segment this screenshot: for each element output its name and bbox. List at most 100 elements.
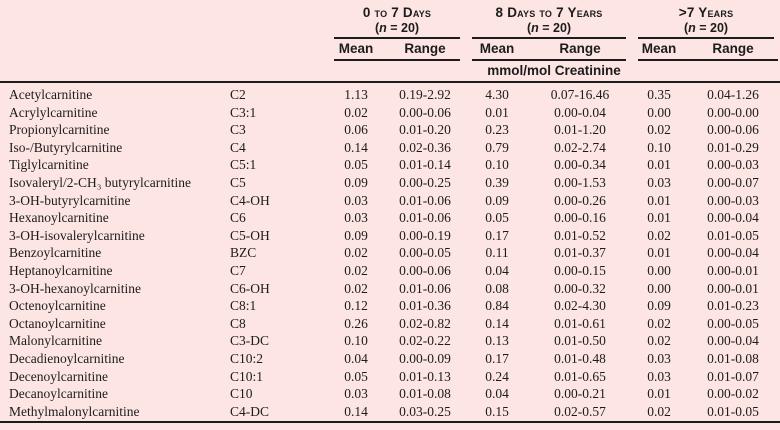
group3-range-cell: 0.00-0.07 [707, 174, 759, 190]
group2-range-cell: 0.00-0.32 [554, 280, 606, 296]
table-header: 0 to 7 Days (n = 20) 8 Days to 7 Years (… [0, 0, 780, 83]
group1-mean-cell: 0.02 [344, 245, 368, 261]
group1-underline [334, 37, 461, 39]
group2-mean-cell: 0.24 [485, 368, 509, 384]
group-n-count: (n = 20) [632, 21, 780, 36]
group1-mean-cell: 0.03 [344, 192, 368, 208]
group2-range-cell: 0.00-0.21 [554, 386, 606, 402]
group2-range-cell: 0.00-0.26 [554, 192, 606, 208]
group1-range-cell: 0.02-0.22 [399, 333, 451, 349]
group3-range-cell: 0.00-0.06 [707, 122, 759, 138]
group2-range-cell: 0.00-0.04 [554, 104, 606, 120]
group2-mean-cell: 4.30 [485, 87, 509, 102]
analyte-name-cell: Decanoylcarnitine [9, 386, 108, 402]
analyte-name-cell: Decadienoylcarnitine [9, 350, 125, 366]
group2-range-cell: 0.00-1.53 [554, 174, 606, 190]
group3-mean-cell: 0.02 [647, 333, 671, 349]
group1-mean-cell: 0.26 [344, 315, 368, 331]
group2-mean-cell: 0.04 [485, 262, 509, 278]
analyte-code-cell: C8:1 [230, 298, 257, 314]
analyte-name-cell: Heptanoylcarnitine [9, 262, 113, 278]
group3-range-cell: 0.01-0.07 [707, 368, 759, 384]
group3-range-cell: 0.00-0.04 [707, 245, 759, 261]
group1-range-cell: 0.01-0.08 [399, 386, 451, 402]
group3-underline [638, 37, 775, 39]
analyte-name-cell: Hexanoylcarnitine [9, 210, 109, 226]
analyte-code-cell: C10:1 [230, 368, 264, 384]
group1-range-cell: 0.01-0.20 [399, 122, 451, 138]
table-body: Acetylcarnitine C2 1.13 0.19-2.92 4.30 0… [0, 83, 780, 420]
group3-mean-cell: 0.00 [647, 262, 671, 278]
analyte-code-cell: BZC [230, 245, 257, 261]
group2-subheader-underline [472, 59, 627, 61]
group3-mean-cell: 0.02 [647, 227, 671, 243]
group1-range-cell: 0.01-0.06 [399, 210, 451, 226]
table-row: 3-OH-butyrylcarnitine C4-OH 0.03 0.01-0.… [0, 192, 780, 210]
analyte-name-cell: Tiglylcarnitine [9, 157, 89, 173]
group3-range-cell: 0.00-0.00 [707, 104, 759, 120]
group-title: 8 Days to 7 Years [495, 5, 603, 20]
group2-range-cell: 0.01-0.61 [554, 315, 606, 331]
group2-range-cell: 0.01-0.37 [554, 245, 606, 261]
group-n-count: (n = 20) [328, 21, 466, 36]
group3-range-cell: 0.00-0.03 [707, 157, 759, 173]
group3-mean-cell: 0.01 [647, 210, 671, 226]
n-open: ( [683, 21, 689, 35]
n-rest: = 20) [695, 21, 729, 35]
table-row: Octenoylcarnitine C8:1 0.12 0.01-0.36 0.… [0, 297, 780, 315]
table-row: Decenoylcarnitine C10:1 0.05 0.01-0.13 0… [0, 368, 780, 386]
analyte-code-cell: C6-OH [230, 280, 270, 296]
group1-range-cell: 0.03-0.25 [399, 403, 451, 419]
group1-range-cell: 0.01-0.36 [399, 298, 451, 314]
units-row: mmol/mol Creatinine [0, 61, 780, 80]
group1-range-cell: 0.02-0.36 [399, 139, 451, 155]
analyte-code-cell: C4-OH [230, 192, 270, 208]
group1-range-cell: 0.00-0.19 [399, 227, 451, 243]
n-variable: n [531, 21, 539, 35]
table-row: Decadienoylcarnitine C10:2 0.04 0.00-0.0… [0, 350, 780, 368]
table-row: 3-OH-hexanoylcarnitine C6-OH 0.02 0.01-0… [0, 280, 780, 298]
col-header-range: Range [712, 41, 754, 56]
group1-range-cell: 0.01-0.06 [399, 192, 451, 208]
table-row: 3-OH-isovalerylcarnitine C5-OH 0.09 0.00… [0, 227, 780, 245]
table-row: Benzoylcarnitine BZC 0.02 0.00-0.05 0.11… [0, 244, 780, 262]
analyte-code-cell: C10:2 [230, 350, 264, 366]
analyte-code-cell: C6 [230, 210, 246, 226]
group2-mean-cell: 0.17 [485, 350, 509, 366]
analyte-name-cell: Octanoylcarnitine [9, 315, 106, 331]
group2-mean-cell: 0.17 [485, 227, 509, 243]
group1-subheader-underline [334, 59, 461, 61]
group2-range-cell: 0.01-1.20 [554, 122, 606, 138]
group1-range-cell: 0.00-0.05 [399, 245, 451, 261]
group1-mean-cell: 0.06 [344, 122, 368, 138]
group1-range-cell: 0.02-0.82 [399, 315, 451, 331]
group1-range-cell: 0.01-0.06 [399, 280, 451, 296]
group1-range-cell: 0.00-0.25 [399, 174, 451, 190]
table-row: Acetylcarnitine C2 1.13 0.19-2.92 4.30 0… [0, 83, 780, 104]
group1-mean-cell: 0.02 [344, 262, 368, 278]
group-header-8-days-to-7-years: 8 Days to 7 Years (n = 20) [466, 0, 632, 36]
n-variable: n [379, 21, 387, 35]
group3-range-cell: 0.00-0.05 [707, 315, 759, 331]
group1-mean-cell: 1.13 [344, 87, 368, 102]
n-variable: n [688, 21, 696, 35]
group1-mean-cell: 0.02 [344, 280, 368, 296]
group3-range-cell: 0.00-0.03 [707, 192, 759, 208]
table-row: Methylmalonylcarnitine C4-DC 0.14 0.03-0… [0, 403, 780, 421]
col-header-mean: Mean [641, 41, 677, 56]
group2-mean-cell: 0.13 [485, 333, 509, 349]
analyte-name-cell: 3-OH-hexanoylcarnitine [9, 280, 141, 296]
group2-mean-cell: 0.05 [485, 210, 509, 226]
header-spacer [0, 61, 328, 80]
analyte-code-cell: C4 [230, 139, 246, 155]
table-row: Iso-/Butyrylcarnitine C4 0.14 0.02-0.36 … [0, 139, 780, 157]
analyte-name-cell: 3-OH-isovalerylcarnitine [9, 227, 145, 243]
group1-mean-cell: 0.14 [344, 403, 368, 419]
analyte-code-cell: C4-DC [230, 403, 270, 419]
analyte-code-cell: C3:1 [230, 104, 257, 120]
analyte-name-cell: Iso-/Butyrylcarnitine [9, 139, 123, 155]
group2-mean-cell: 0.10 [485, 157, 509, 173]
group-header-0-to-7-days: 0 to 7 Days (n = 20) [328, 0, 466, 36]
table-row: Decanoylcarnitine C10 0.03 0.01-0.08 0.0… [0, 385, 780, 403]
